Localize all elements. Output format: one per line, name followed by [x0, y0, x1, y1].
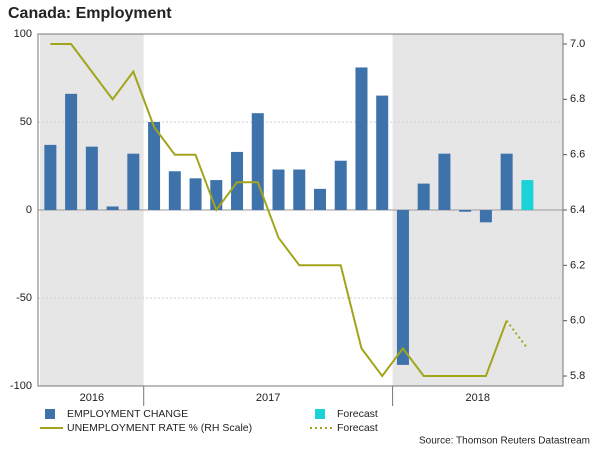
bar: [85, 146, 98, 210]
year-label: 2018: [466, 392, 490, 404]
source: Source: Thomson Reuters Datastream: [419, 436, 590, 447]
legend-label: EMPLOYMENT CHANGE: [67, 408, 188, 420]
chart-title: Canada: Employment: [8, 5, 172, 22]
bar: [272, 169, 285, 210]
bar: [417, 183, 430, 210]
legend-label: Forecast: [337, 408, 378, 420]
bar: [334, 160, 347, 210]
bar: [521, 180, 534, 210]
bar: [189, 178, 202, 210]
bar: [127, 153, 140, 210]
bar: [106, 206, 119, 210]
y-tick-label: -100: [10, 380, 32, 392]
bar: [44, 144, 57, 210]
bar: [396, 210, 409, 365]
line: [50, 43, 508, 378]
bar: [251, 113, 264, 210]
bar: [479, 210, 492, 223]
y-tick-label: 0: [26, 204, 32, 216]
y2-tick-label: 6.8: [570, 93, 585, 105]
bar: [438, 153, 451, 210]
legend-label: UNEMPLOYMENT RATE % (RH Scale): [67, 422, 252, 434]
y2-tick-label: 5.8: [570, 370, 585, 382]
bar: [313, 188, 326, 210]
legend-swatch: [45, 409, 55, 419]
bar: [231, 151, 244, 210]
legend-swatch: [315, 409, 325, 419]
y-tick-label: 100: [14, 28, 32, 40]
y2-tick-label: 6.4: [570, 204, 585, 216]
y-tick-label: -50: [16, 292, 32, 304]
bar: [376, 95, 389, 210]
legend-label: Forecast: [337, 422, 378, 434]
y2-tick-label: 6.6: [570, 149, 585, 161]
bar: [500, 153, 513, 210]
bar: [168, 171, 181, 210]
bar: [355, 67, 368, 210]
y2-tick-label: 6.0: [570, 315, 585, 327]
year-label: 2017: [256, 392, 280, 404]
bar: [459, 210, 472, 212]
y-tick-label: 50: [20, 116, 32, 128]
line: [505, 320, 529, 350]
y2-tick-label: 6.2: [570, 259, 585, 271]
bar: [148, 122, 161, 210]
bar: [293, 169, 306, 210]
bar: [65, 93, 78, 210]
y2-tick-label: 7.0: [570, 38, 585, 50]
year-label: 2016: [80, 392, 104, 404]
